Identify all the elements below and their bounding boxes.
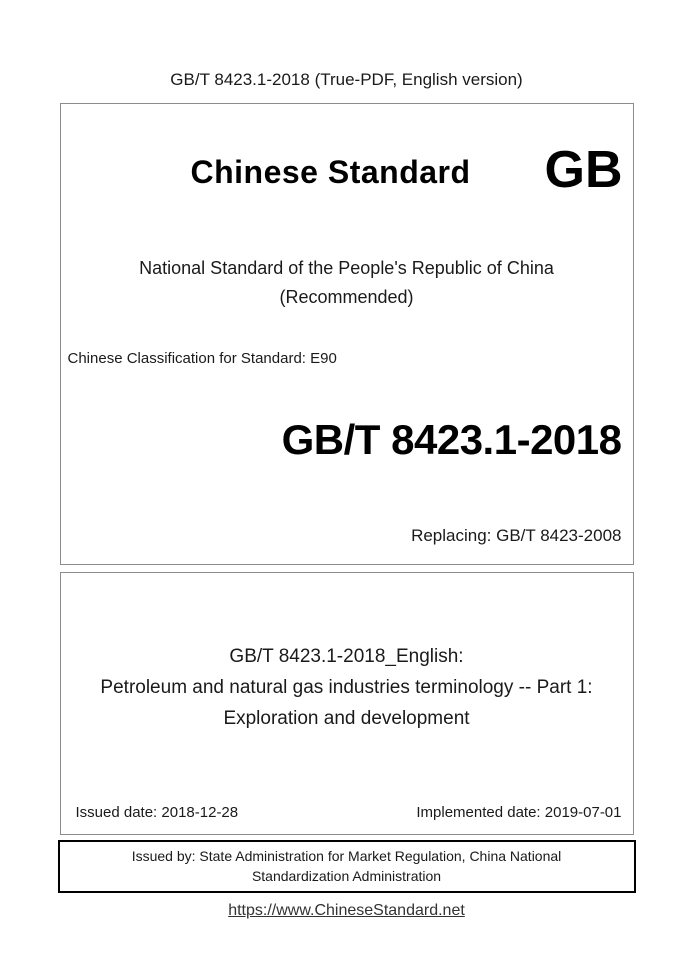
issuer-text: Issued by: State Administration for Mark…	[131, 848, 562, 884]
standard-number: GB/T 8423.1-2018	[281, 416, 622, 463]
classification-line: Chinese Classification for Standard: E90	[67, 350, 337, 367]
title-box: GB/T 8423.1-2018_English: Petroleum and …	[59, 572, 634, 835]
footer-link-row: https://www.ChineseStandard.net	[0, 901, 693, 921]
recommended-line: (Recommended)	[279, 287, 414, 307]
english-title-line3: Exploration and development	[223, 708, 470, 729]
dates-row: Issued date: 2018-12-28 Implemented date…	[76, 803, 622, 822]
brand-row: Chinese Standard GB	[61, 141, 633, 206]
issued-date: Issued date: 2018-12-28	[75, 804, 239, 821]
footer-link[interactable]: https://www.ChineseStandard.net	[228, 902, 465, 919]
document-header: GB/T 8423.1-2018 (True-PDF, English vers…	[170, 70, 523, 89]
implemented-date: Implemented date: 2019-07-01	[416, 804, 622, 821]
brand-title: Chinese Standard	[190, 154, 471, 190]
gb-logo: GB	[544, 141, 623, 199]
english-title-line2: Petroleum and natural gas industries ter…	[100, 677, 593, 698]
english-title-line1: GB/T 8423.1-2018_English:	[229, 646, 464, 667]
national-standard-line: National Standard of the People's Republ…	[139, 258, 554, 278]
replacing-line: Replacing: GB/T 8423-2008	[411, 526, 622, 545]
english-title: GB/T 8423.1-2018_English: Petroleum and …	[61, 641, 633, 734]
cover-box: Chinese Standard GB National Standard of…	[59, 103, 634, 565]
issuer-box: Issued by: State Administration for Mark…	[57, 840, 636, 893]
